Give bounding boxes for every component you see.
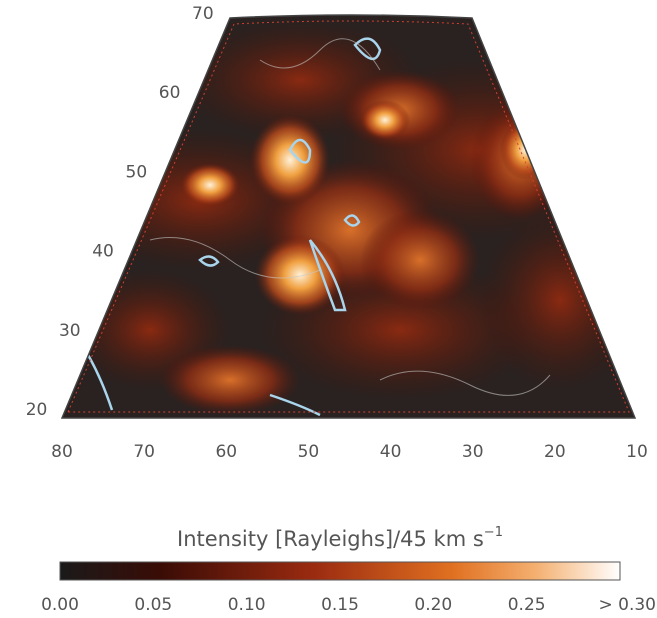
- colorbar-tick-label: 0.20: [414, 595, 452, 615]
- x-tick-label: 80: [51, 442, 73, 462]
- y-tick-label: 70: [192, 4, 214, 24]
- colorbar-tick-label: 0.00: [41, 595, 79, 615]
- colorbar-title: Intensity [Rayleighs]/45 km s−1: [177, 525, 503, 552]
- x-tick-label: 70: [133, 442, 155, 462]
- y-tick-label: 20: [26, 400, 48, 420]
- y-tick-label: 40: [92, 242, 114, 262]
- y-tick-label: 60: [159, 83, 181, 103]
- contours-thin: [149, 38, 551, 396]
- y-tick-label: 50: [126, 162, 148, 182]
- colorbar-label: Intensity [Rayleighs]/45 km s: [177, 527, 484, 551]
- y-tick-label: 30: [59, 321, 81, 341]
- colorbar-tick-label: 0.15: [321, 595, 359, 615]
- colorbar-label-superscript: −1: [484, 525, 503, 540]
- map-border: [60, 14, 637, 419]
- colorbar-tick-label: > 0.30: [599, 595, 657, 615]
- x-tick-label: 60: [215, 442, 237, 462]
- colorbar-tick-label: 0.25: [508, 595, 546, 615]
- x-tick-label: 20: [544, 442, 566, 462]
- x-tick-label: 30: [462, 442, 484, 462]
- x-tick-label: 50: [298, 442, 320, 462]
- colorbar-tick-label: 0.05: [134, 595, 172, 615]
- x-tick-label: 10: [626, 442, 648, 462]
- intensity-map: [62, 15, 635, 418]
- x-tick-label: 40: [380, 442, 402, 462]
- colorbar: [59, 561, 621, 581]
- map-inner-border: [67, 20, 630, 413]
- colorbar-tick-label: 0.10: [228, 595, 266, 615]
